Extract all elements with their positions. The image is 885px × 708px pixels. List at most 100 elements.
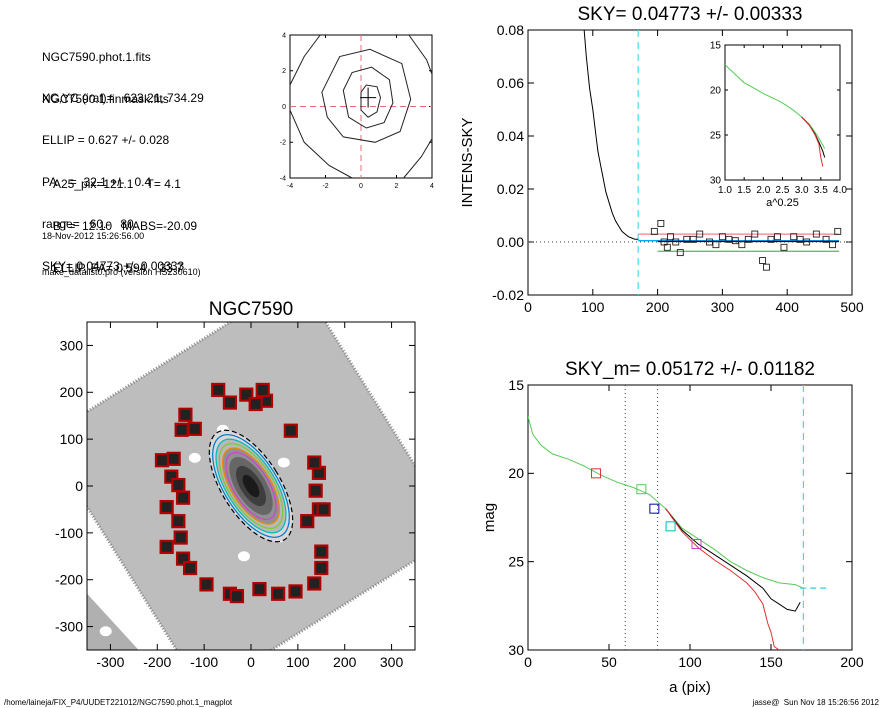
sky-point xyxy=(718,233,726,241)
isophote-ellipse xyxy=(215,438,287,534)
x-axis-label: a (pix) xyxy=(669,679,711,696)
contour-line xyxy=(342,66,394,129)
sky-point xyxy=(812,230,820,238)
info-files: NGC7590.phot.1.fits NGC7590.1.finmask.fi… xyxy=(42,22,169,120)
x-tick-label: 4.0 xyxy=(833,185,847,196)
x-tick-label: 3.0 xyxy=(795,185,809,196)
mask-box xyxy=(255,382,270,398)
mask-box xyxy=(166,451,181,466)
x-tick-label: 50 xyxy=(601,654,617,670)
x-tick-label: 1.5 xyxy=(737,185,751,196)
x-tick-label: 2.0 xyxy=(756,185,770,196)
contour-line xyxy=(403,138,433,179)
sky-point xyxy=(763,263,770,271)
mag-series-line xyxy=(665,508,801,612)
mask-box xyxy=(171,477,186,493)
y-tick-label: 100 xyxy=(60,431,84,447)
program-line: make_datalist0.pro (version HS230610) xyxy=(42,267,201,277)
sky-point xyxy=(683,235,691,243)
sky-point xyxy=(803,238,811,246)
y-tick-label: 15 xyxy=(710,41,722,52)
contour-line xyxy=(321,48,412,143)
sky-point xyxy=(712,241,720,249)
mask-box xyxy=(175,490,191,505)
x-tick-label: 4 xyxy=(430,183,434,190)
param-line: ELLIP = 0.627 +/- 0.028 xyxy=(42,133,170,147)
mask-box xyxy=(211,382,226,398)
y-tick-label: 2 xyxy=(282,68,286,75)
mask-box xyxy=(308,483,323,498)
y-tick-label: 15 xyxy=(508,377,524,393)
x-tick-label: 0 xyxy=(524,654,532,670)
mag-series-group xyxy=(528,416,804,650)
mask-box xyxy=(271,586,286,601)
sky-point xyxy=(672,238,680,246)
x-tick-label: 200 xyxy=(333,654,357,670)
chart-title: SKY_m= 0.05172 +/- 0.01182 xyxy=(565,359,815,380)
x-tick-label: 200 xyxy=(646,299,670,315)
sky-point xyxy=(796,235,804,243)
y-tick-label: -4 xyxy=(280,175,286,182)
y-tick-label: 30 xyxy=(508,642,524,658)
derived-line: ELLIP, PA= 0.594 33.7 xyxy=(53,261,183,275)
mag-marker xyxy=(691,539,702,549)
param-line: XC,YC (iraf)= 623.21, 734.29 xyxy=(42,91,204,105)
sky-point xyxy=(829,241,837,249)
sky-point xyxy=(780,243,788,251)
sky-point xyxy=(667,233,675,241)
y-tick-label: -200 xyxy=(55,572,83,588)
sky-point xyxy=(738,241,746,249)
mask-box xyxy=(182,560,198,576)
isophote-ellipse xyxy=(218,443,284,529)
mask-box xyxy=(171,514,186,529)
inset-frame xyxy=(724,44,841,181)
isophote-ellipse xyxy=(212,434,290,538)
sky-point xyxy=(774,233,781,241)
x-tick-label: 1.0 xyxy=(718,185,732,196)
mask-box xyxy=(159,539,174,555)
sky-series-line xyxy=(583,30,639,240)
mask-box xyxy=(307,576,322,591)
y-tick-label: 20 xyxy=(508,465,524,481)
x-tick-label: 100 xyxy=(286,654,310,670)
file-line: NGC7590.phot.1.fits xyxy=(42,50,151,64)
mask-box xyxy=(173,530,188,545)
y-tick-label: 25 xyxy=(508,554,524,570)
inset-series-line xyxy=(801,116,824,167)
x-tick-label: -100 xyxy=(190,654,218,670)
mask-box xyxy=(288,584,303,599)
mask-box xyxy=(199,577,214,592)
x-tick-label: -200 xyxy=(143,654,171,670)
mask-box xyxy=(159,499,174,515)
galaxy-light xyxy=(242,474,260,498)
y-tick-label: -2 xyxy=(280,140,286,147)
sky-point xyxy=(751,230,759,238)
info-meta: 18-Nov-2012 15:26:56.00 make_datalist0.p… xyxy=(42,206,201,290)
mag-marker xyxy=(649,503,660,514)
sky-point xyxy=(650,227,658,235)
sky-point xyxy=(744,235,752,243)
mask-box xyxy=(300,514,315,529)
contour-line xyxy=(408,34,433,75)
sky-point xyxy=(790,233,798,241)
mask-box xyxy=(154,453,170,468)
y-tick-label: 20 xyxy=(710,86,722,97)
sky-point xyxy=(689,235,697,243)
sky-point xyxy=(767,235,775,243)
param-line: SKY= 0.04773 +/- 0.00333 xyxy=(42,259,185,273)
y-tick-label: 300 xyxy=(60,337,84,353)
chart-title: SKY= 0.04773 +/- 0.00333 xyxy=(577,4,802,25)
y-tick-label: 0 xyxy=(75,478,83,494)
mag-marker xyxy=(665,521,676,532)
sky-point xyxy=(696,230,704,238)
x-tick-label: 500 xyxy=(840,299,864,315)
y-tick-label: 0.06 xyxy=(497,75,524,91)
derived-line: A25_pix=121.1 T= 4.1 xyxy=(53,177,181,191)
isophote-ellipse xyxy=(225,451,277,521)
sky-point xyxy=(834,227,842,235)
contour-line xyxy=(289,34,321,86)
y-tick-label: 0.04 xyxy=(497,128,524,144)
y-tick-label: 30 xyxy=(710,176,722,187)
x-tick-label: 100 xyxy=(678,654,702,670)
param-line: range= 60.- 80. xyxy=(42,217,138,231)
